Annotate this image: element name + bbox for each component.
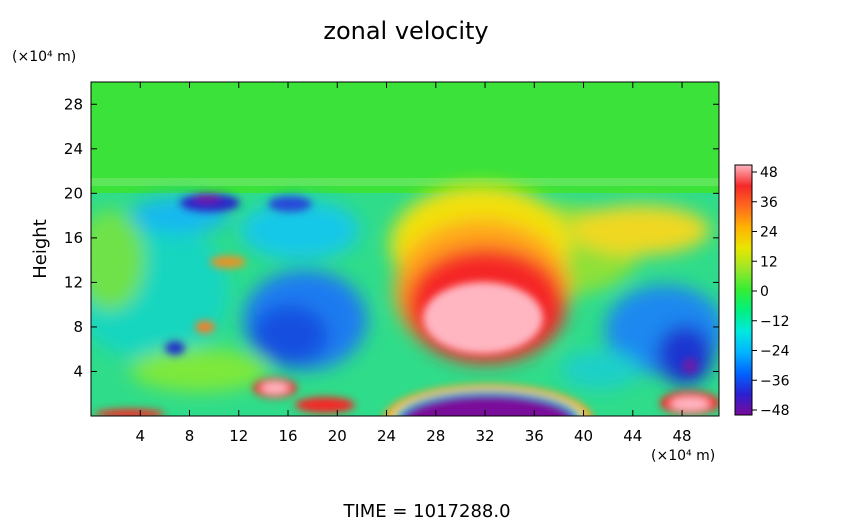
x-tick-label: 16 xyxy=(278,427,297,445)
x-tick-label: 4 xyxy=(135,427,145,445)
colorbar-tick-label: 48 xyxy=(760,165,778,181)
region-right-teal xyxy=(560,350,640,390)
colorbar-tick-label: 0 xyxy=(760,284,769,300)
warm-patch-red-3 xyxy=(95,409,165,416)
colorbar-tick-label: −12 xyxy=(760,314,790,330)
x-tick-label: 44 xyxy=(623,427,642,445)
x-axis-ticks: 4 8 12 16 20 24 28 32 36 40 44 48 xyxy=(135,82,692,445)
x-tick-label: 20 xyxy=(328,427,347,445)
colorbar-tick-label: −24 xyxy=(760,344,790,360)
colorbar-ticks: 48 36 24 12 0 −12 −24 −36 −48 xyxy=(752,165,790,419)
y-tick-label: 20 xyxy=(64,184,83,202)
region-upper-mid-cyan xyxy=(240,200,360,260)
y-tick-label: 16 xyxy=(64,229,83,247)
dome-purple-core xyxy=(404,396,572,416)
time-label: TIME = 1017288.0 xyxy=(342,501,510,519)
region-right-deep-blue xyxy=(657,325,713,385)
y-axis-label: Height xyxy=(30,219,51,279)
blob-blue-small xyxy=(165,341,185,355)
blob-upper-mid-blue xyxy=(268,196,312,212)
x-tick-label: 32 xyxy=(475,427,494,445)
y-tick-label: 24 xyxy=(64,140,83,158)
x-tick-label: 28 xyxy=(426,427,445,445)
warm-patch-red-2 xyxy=(295,397,355,413)
x-tick-label: 40 xyxy=(574,427,593,445)
heatmap-field xyxy=(91,82,719,416)
y-unit-label: (×10⁴ m) xyxy=(12,49,76,65)
sharp-regions xyxy=(95,194,719,416)
x-tick-label: 48 xyxy=(673,427,692,445)
y-tick-label: 28 xyxy=(64,95,83,113)
x-unit-label: (×10⁴ m) xyxy=(651,448,715,464)
y-tick-label: 4 xyxy=(73,362,83,380)
y-tick-label: 8 xyxy=(73,318,83,336)
blob-upper-left-purple xyxy=(193,194,221,202)
tropopause-band xyxy=(91,178,719,186)
jet-core xyxy=(423,282,543,354)
x-tick-label: 24 xyxy=(377,427,396,445)
colorbar xyxy=(734,164,753,416)
x-tick-label: 8 xyxy=(185,427,195,445)
region-left-green xyxy=(91,210,145,310)
region-right-yellow xyxy=(570,205,710,255)
blob-right-purple xyxy=(682,358,698,374)
colorbar-tick-label: 12 xyxy=(760,254,778,270)
chart-title: zonal velocity xyxy=(323,17,488,45)
region-lower-green xyxy=(130,348,270,392)
colorbar-tick-label: −48 xyxy=(760,403,790,419)
x-tick-label: 12 xyxy=(229,427,248,445)
y-tick-label: 12 xyxy=(64,273,83,291)
region-central-deep-blue xyxy=(252,305,328,365)
y-axis-ticks: 4 8 12 16 20 24 28 xyxy=(64,95,719,380)
colorbar-tick-label: −36 xyxy=(760,373,790,389)
blob-orange-left xyxy=(210,256,246,268)
colorbar-tick-label: 36 xyxy=(760,195,778,211)
warm-patch-pink xyxy=(261,382,289,394)
warm-patch-right-pink xyxy=(670,397,710,411)
plot-frame xyxy=(90,81,720,417)
x-tick-label: 36 xyxy=(525,427,544,445)
blob-orange-small xyxy=(195,321,215,333)
colorbar-tick-label: 24 xyxy=(760,225,778,241)
